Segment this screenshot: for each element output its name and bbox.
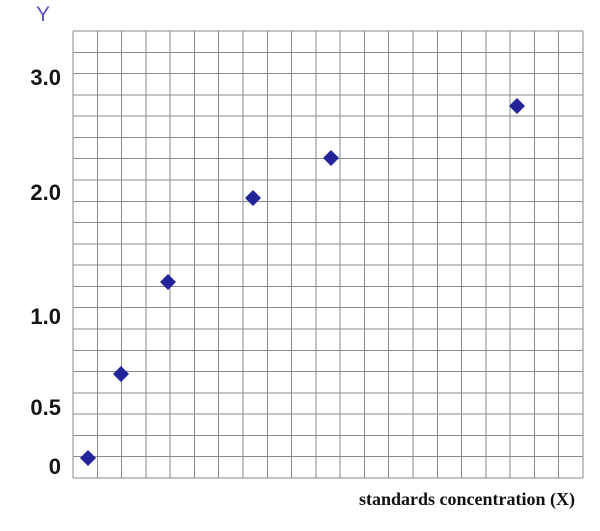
data-points (80, 98, 525, 466)
data-point-diamond (80, 450, 96, 466)
y-tick-label: 1.0 (30, 304, 61, 329)
data-point-diamond (113, 366, 129, 382)
data-point-diamond (323, 150, 339, 166)
y-tick-label: 3.0 (30, 65, 61, 90)
y-tick-label: 2.0 (30, 180, 61, 205)
y-tick-label: 0.5 (30, 395, 61, 420)
data-point-diamond (509, 98, 525, 114)
y-tick-label: 0 (48, 454, 61, 479)
data-point-diamond (160, 274, 176, 290)
grid-lines (72, 30, 584, 479)
data-point-diamond (245, 190, 261, 206)
x-axis-label: standards concentration (X) (359, 489, 575, 509)
y-axis-label: Y (36, 3, 51, 26)
